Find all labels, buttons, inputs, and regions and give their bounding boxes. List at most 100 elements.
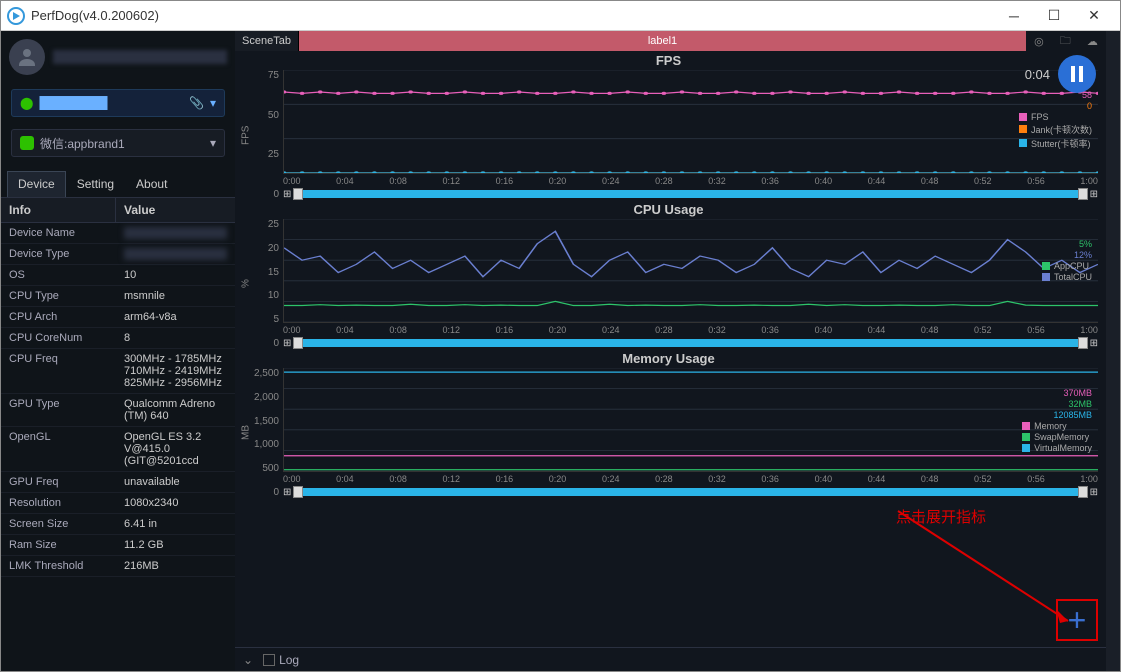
table-row: OpenGLOpenGL ES 3.2 V@415.0 (GIT@5201ccd [1, 427, 235, 472]
info-value: Qualcomm Adreno (TM) 640 [116, 394, 235, 426]
info-key: CPU CoreNum [1, 328, 116, 348]
timeline-scrubber[interactable]: ⊞⊞ [283, 486, 1098, 498]
info-value: msmnile [116, 286, 235, 306]
info-value: 300MHz - 1785MHz 710MHz - 2419MHz 825MHz… [116, 349, 235, 393]
chevron-down-icon: ▾ [210, 96, 216, 110]
scene-tab[interactable]: SceneTab [235, 31, 299, 51]
info-key: Resolution [1, 493, 116, 513]
info-value: arm64-v8a [116, 307, 235, 327]
table-row: LMK Threshold216MB [1, 556, 235, 577]
info-value: unavailable [116, 472, 235, 492]
info-key: Ram Size [1, 535, 116, 555]
tab-about[interactable]: About [125, 171, 178, 197]
minimize-button[interactable]: ─ [994, 2, 1034, 30]
info-value [124, 248, 227, 260]
x-axis: 0:000:040:080:120:160:200:240:280:320:36… [283, 174, 1098, 188]
user-name-blurred [53, 50, 227, 64]
info-key: CPU Freq [1, 349, 116, 393]
log-label: Log [279, 653, 299, 667]
chart-title: Memory Usage [239, 351, 1098, 366]
info-key: OS [1, 265, 116, 285]
table-row: CPU Freq300MHz - 1785MHz 710MHz - 2419MH… [1, 349, 235, 394]
info-key: GPU Freq [1, 472, 116, 492]
chart-plot[interactable]: 5%12%AppCPUTotalCPU [283, 219, 1098, 323]
main-panel: SceneTab label1 ◎ 🗀 ☁ 0:04 FPSFPS7550250… [235, 31, 1106, 671]
chart-title: FPS [239, 53, 1098, 68]
y-axis-label: MB [239, 368, 253, 498]
info-key: CPU Arch [1, 307, 116, 327]
timeline-scrubber[interactable]: ⊞⊞ [283, 188, 1098, 200]
table-row: GPU TypeQualcomm Adreno (TM) 640 [1, 394, 235, 427]
chart-plot[interactable]: 580FPSJank(卡顿次数)Stutter(卡顿率) [283, 70, 1098, 174]
info-key: CPU Type [1, 286, 116, 306]
scene-active-label[interactable]: label1 [299, 31, 1026, 51]
device-dropdown-label: ████████ [39, 96, 189, 110]
table-row: OS10 [1, 265, 235, 286]
chevron-down-icon: ▾ [210, 136, 216, 150]
app-dropdown[interactable]: 微信:appbrand1 ▾ [11, 129, 225, 157]
chart-plot[interactable]: 370MB32MB12085MBMemorySwapMemoryVirtualM… [283, 368, 1098, 472]
location-icon[interactable]: ◎ [1034, 35, 1044, 48]
device-dropdown[interactable]: ⬤ ████████ 📎 ▾ [11, 89, 225, 117]
info-value: 1080x2340 [116, 493, 235, 513]
y-axis: 2,5002,0001,5001,0005000 [253, 368, 283, 498]
info-value: 6.41 in [116, 514, 235, 534]
info-value [124, 227, 227, 239]
scrollbar[interactable] [1106, 31, 1120, 671]
table-row: Device Type [1, 244, 235, 265]
info-value: 216MB [116, 556, 235, 576]
log-checkbox[interactable]: Log [263, 653, 299, 667]
timer: 0:04 [1025, 67, 1050, 82]
chart-legend: 580FPSJank(卡顿次数)Stutter(卡顿率) [1019, 90, 1092, 151]
user-avatar[interactable] [9, 39, 45, 75]
info-value: 10 [116, 265, 235, 285]
bottom-bar: ⌄ Log [235, 647, 1106, 671]
info-key: GPU Type [1, 394, 116, 426]
info-key: LMK Threshold [1, 556, 116, 576]
chart-legend: 370MB32MB12085MBMemorySwapMemoryVirtualM… [1022, 388, 1092, 454]
y-axis: 7550250 [253, 70, 283, 200]
user-row [1, 31, 235, 83]
info-value: 8 [116, 328, 235, 348]
android-icon: ⬤ [20, 96, 33, 110]
table-row: CPU Archarm64-v8a [1, 307, 235, 328]
scene-row: SceneTab label1 ◎ 🗀 ☁ [235, 31, 1106, 51]
table-row: CPU Typemsmnile [1, 286, 235, 307]
sidebar: ⬤ ████████ 📎 ▾ 微信:appbrand1 ▾ DeviceSett… [1, 31, 235, 671]
maximize-button[interactable]: ☐ [1034, 2, 1074, 30]
info-key: Device Type [1, 244, 116, 264]
cloud-icon[interactable]: ☁ [1087, 35, 1098, 48]
info-key: Device Name [1, 223, 116, 243]
info-value: 11.2 GB [116, 535, 235, 555]
device-info-table: Info Value Device NameDevice TypeOS10CPU… [1, 197, 235, 671]
y-axis-label: % [239, 219, 253, 349]
collapse-bottom-icon[interactable]: ⌄ [243, 653, 253, 667]
timeline-scrubber[interactable]: ⊞⊞ [283, 337, 1098, 349]
tab-setting[interactable]: Setting [66, 171, 125, 197]
x-axis: 0:000:040:080:120:160:200:240:280:320:36… [283, 323, 1098, 337]
table-row: Device Name [1, 223, 235, 244]
y-axis: 2520151050 [253, 219, 283, 349]
expand-metrics-button[interactable]: + [1056, 599, 1098, 641]
table-row: GPU Frequnavailable [1, 472, 235, 493]
table-row: Screen Size6.41 in [1, 514, 235, 535]
folder-icon[interactable]: 🗀 [1060, 32, 1071, 51]
wechat-icon [20, 136, 34, 150]
window-title: PerfDog(v4.0.200602) [31, 8, 159, 23]
chart-legend: 5%12%AppCPUTotalCPU [1042, 239, 1092, 283]
x-axis: 0:000:040:080:120:160:200:240:280:320:36… [283, 472, 1098, 486]
close-button[interactable]: ✕ [1074, 2, 1114, 30]
app-dropdown-label: 微信:appbrand1 [40, 135, 210, 152]
titlebar: PerfDog(v4.0.200602) ─ ☐ ✕ [1, 1, 1120, 31]
table-row: Resolution1080x2340 [1, 493, 235, 514]
tab-device[interactable]: Device [7, 171, 66, 197]
annotation-text: 点击展开指标 [896, 506, 986, 527]
info-key: OpenGL [1, 427, 116, 471]
info-value: OpenGL ES 3.2 V@415.0 (GIT@5201ccd [116, 427, 235, 471]
table-row: Ram Size11.2 GB [1, 535, 235, 556]
table-row: CPU CoreNum8 [1, 328, 235, 349]
info-key: Screen Size [1, 514, 116, 534]
info-header-value: Value [116, 198, 235, 222]
pause-button[interactable] [1058, 55, 1096, 93]
pin-icon[interactable]: 📎 [189, 96, 204, 110]
